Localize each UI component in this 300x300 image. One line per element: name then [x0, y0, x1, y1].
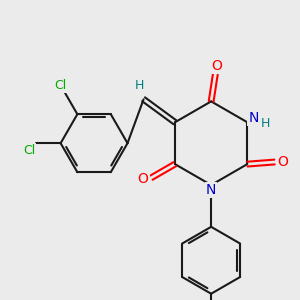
Text: N: N — [248, 111, 259, 125]
Text: N: N — [206, 183, 216, 197]
Text: O: O — [211, 59, 222, 73]
Text: H: H — [135, 79, 144, 92]
Text: Cl: Cl — [23, 144, 35, 157]
Text: H: H — [260, 117, 270, 130]
Text: O: O — [278, 155, 288, 169]
Text: O: O — [138, 172, 148, 186]
Text: Cl: Cl — [55, 79, 67, 92]
